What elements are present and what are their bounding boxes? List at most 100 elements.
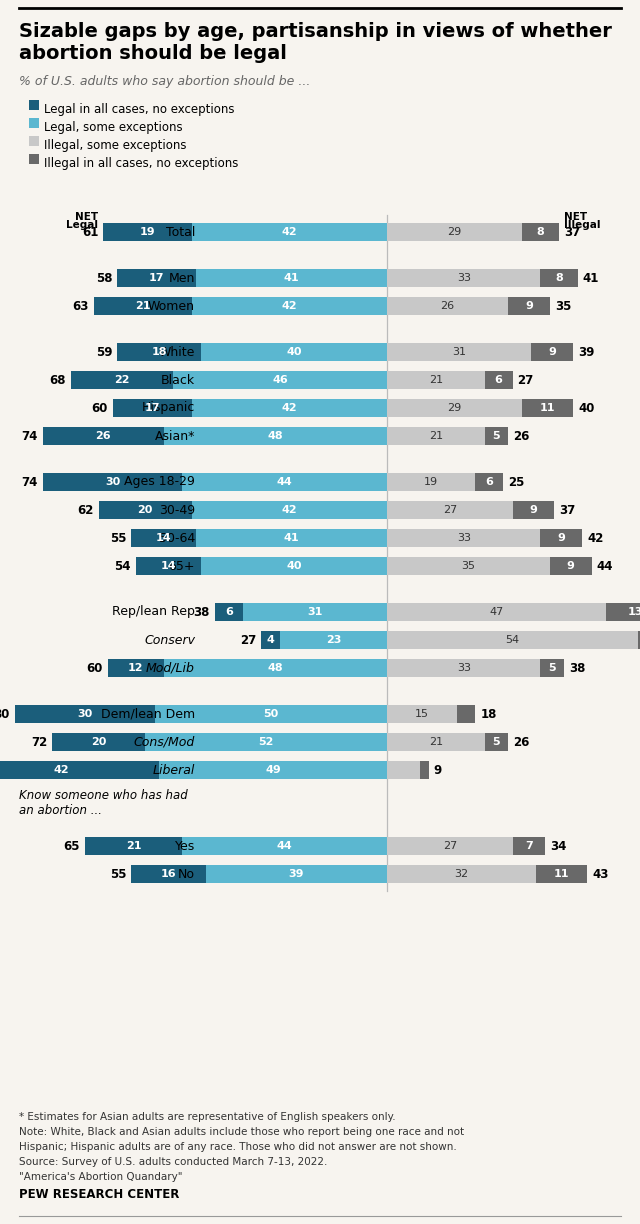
Text: 46: 46 (272, 375, 288, 386)
Text: 14: 14 (161, 561, 176, 572)
Bar (387, 343, 531, 361)
Text: 21: 21 (135, 301, 150, 311)
Bar (164, 427, 387, 446)
Text: * Estimates for Asian adults are representative of English speakers only.: * Estimates for Asian adults are represe… (19, 1111, 396, 1122)
Text: 39: 39 (578, 345, 595, 359)
Text: 55: 55 (109, 868, 126, 880)
Text: 44: 44 (596, 559, 613, 573)
Text: 5: 5 (492, 737, 500, 747)
Text: 41: 41 (284, 532, 300, 543)
Bar (387, 837, 513, 856)
Bar (513, 501, 554, 519)
Bar (457, 705, 476, 723)
Text: 27: 27 (240, 634, 257, 646)
Text: 50: 50 (263, 709, 278, 718)
Bar (420, 761, 429, 778)
Text: 17: 17 (145, 403, 160, 412)
Text: Black: Black (161, 373, 195, 387)
Text: Source: Survey of U.S. adults conducted March 7-13, 2022.: Source: Survey of U.S. adults conducted … (19, 1157, 328, 1166)
Bar (201, 343, 387, 361)
Bar (387, 223, 522, 241)
Text: 6: 6 (495, 375, 502, 386)
Text: 43: 43 (592, 868, 609, 880)
Text: White: White (159, 345, 195, 359)
Text: 8: 8 (555, 273, 563, 283)
Text: 48: 48 (268, 663, 284, 673)
Text: 30: 30 (77, 709, 92, 718)
Bar (387, 761, 420, 778)
Text: 11: 11 (554, 869, 569, 879)
Text: 26: 26 (513, 430, 529, 443)
Bar (131, 529, 196, 547)
Text: 54: 54 (115, 559, 131, 573)
Bar (262, 632, 280, 649)
Text: 47: 47 (489, 607, 504, 617)
Text: % of U.S. adults who say abortion should be ...: % of U.S. adults who say abortion should… (19, 75, 310, 88)
Text: 17: 17 (149, 273, 164, 283)
Bar (387, 529, 540, 547)
Bar (192, 223, 387, 241)
Bar (387, 705, 457, 723)
Text: 31: 31 (452, 346, 466, 357)
Text: No: No (178, 868, 195, 880)
Text: 29: 29 (447, 226, 461, 237)
Text: 13: 13 (628, 607, 640, 617)
Text: 60: 60 (92, 401, 108, 415)
Text: Dem/lean Dem: Dem/lean Dem (101, 707, 195, 721)
Bar (484, 371, 513, 389)
Text: 68: 68 (49, 373, 66, 387)
Bar (387, 632, 638, 649)
Bar (99, 501, 192, 519)
Bar (136, 557, 201, 575)
Text: Asian*: Asian* (155, 430, 195, 443)
Bar (387, 297, 508, 315)
Bar (196, 529, 387, 547)
Text: Hispanic: Hispanic (141, 401, 195, 415)
Text: 55: 55 (109, 531, 126, 545)
Bar (145, 733, 387, 752)
Bar (154, 705, 387, 723)
Bar (387, 865, 536, 883)
Bar (605, 603, 640, 621)
Text: 26: 26 (440, 301, 454, 311)
Bar (540, 659, 564, 677)
Text: 5: 5 (548, 663, 556, 673)
Text: 49: 49 (265, 765, 281, 775)
Text: 65: 65 (63, 840, 80, 852)
Text: 26: 26 (95, 431, 111, 441)
Text: 54: 54 (506, 635, 520, 645)
Bar (182, 472, 387, 491)
Bar (476, 472, 503, 491)
Text: 9: 9 (567, 561, 575, 572)
Text: 6: 6 (485, 477, 493, 487)
Bar (387, 603, 605, 621)
Text: Illegal, some exceptions: Illegal, some exceptions (44, 140, 186, 152)
Text: 19: 19 (140, 226, 156, 237)
Text: 21: 21 (429, 375, 443, 386)
Bar (387, 733, 484, 752)
Bar (29, 154, 39, 164)
Text: 48: 48 (268, 431, 284, 441)
Text: 9: 9 (548, 346, 556, 357)
Bar (540, 529, 582, 547)
Text: "America's Abortion Quandary": "America's Abortion Quandary" (19, 1173, 182, 1182)
Text: NET: NET (564, 212, 587, 222)
Text: 6: 6 (225, 607, 233, 617)
Bar (43, 427, 164, 446)
Text: 42: 42 (282, 301, 297, 311)
Bar (536, 865, 587, 883)
Bar (0, 761, 159, 778)
Text: 40: 40 (578, 401, 595, 415)
Bar (15, 705, 154, 723)
Text: 4: 4 (267, 635, 275, 645)
Text: 65+: 65+ (168, 559, 195, 573)
Bar (513, 837, 545, 856)
Bar (192, 297, 387, 315)
Bar (387, 659, 540, 677)
Text: 72: 72 (31, 736, 47, 749)
Text: 39: 39 (289, 869, 304, 879)
Text: 14: 14 (156, 532, 172, 543)
Text: Hispanic; Hispanic adults are of any race. Those who did not answer are not show: Hispanic; Hispanic adults are of any rac… (19, 1142, 457, 1152)
Text: 33: 33 (457, 663, 471, 673)
Text: 42: 42 (588, 531, 604, 545)
